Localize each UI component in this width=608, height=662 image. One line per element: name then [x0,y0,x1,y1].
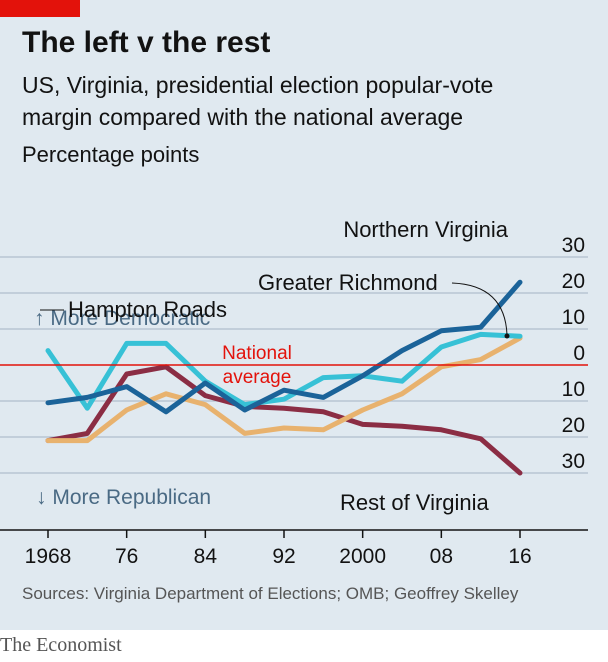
national-average-label-line-2: average [223,367,292,388]
greater-richmond-leader [451,282,508,336]
series-line-rest-of-virginia [45,364,523,476]
more-democratic-annotation: ↑ More Democratic [34,307,210,330]
national-average-label-line-1: National [222,343,292,364]
publisher-logo: The Economist [0,634,122,656]
y-tick-label: 30 [562,450,585,473]
y-axis-unit: Percentage points [22,142,200,167]
chart-panel [0,0,608,630]
series-line-greater-richmond [45,335,523,444]
brand-red-bar [0,0,80,17]
series-line-hampton-roads [45,331,523,411]
series-label-hampton-roads: Hampton Roads [68,297,227,322]
x-tick-label: 92 [272,545,295,568]
series-label-rest-of-virginia: Rest of Virginia [340,490,490,515]
chart-subtitle-line-1: US, Virginia, presidential election popu… [22,72,494,98]
x-tick-label: 76 [115,545,138,568]
chart-subtitle-line-2: margin compared with the national averag… [22,104,464,130]
y-tick-label: 30 [562,234,585,257]
y-tick-label: 20 [562,414,585,437]
x-tick-label: 08 [430,545,453,568]
series-label-greater-richmond: Greater Richmond [258,270,438,295]
greater-richmond-leader-dot [504,333,510,339]
y-tick-label: 0 [573,342,585,365]
y-tick-label: 10 [562,306,585,329]
y-tick-label: 20 [562,270,585,293]
series-line-northern-virginia [45,279,523,415]
source-note: Sources: Virginia Department of Election… [22,584,519,603]
series-label-northern-virginia: Northern Virginia [343,217,508,242]
x-tick-label: 84 [194,545,218,568]
chart-title: The left v the rest [22,26,271,59]
more-republican-annotation: ↓ More Republican [36,486,211,509]
x-tick-label: 16 [508,545,531,568]
y-tick-label: 10 [562,378,585,401]
x-tick-label: 2000 [339,545,386,568]
line-chart: 30 20 10 0 10 20 30 1968 76 84 92 2000 08 16 ↑ More De… [0,217,588,568]
x-tick-label: 1968 [25,545,72,568]
